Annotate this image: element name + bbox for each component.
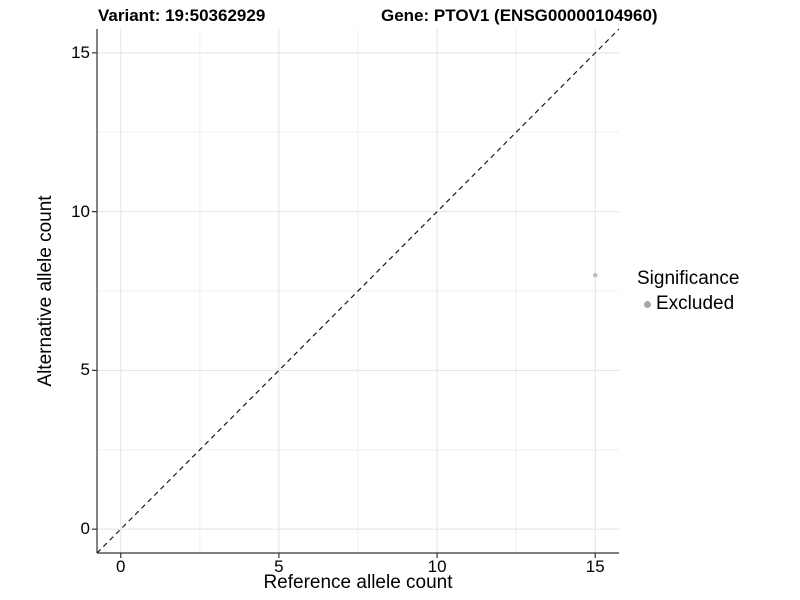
y-tick-label: 0 [80, 519, 90, 539]
y-axis-title: Alternative allele count [35, 195, 56, 387]
data-point [592, 272, 598, 278]
x-tick-label: 15 [585, 557, 605, 576]
legend-title: Significance [637, 268, 740, 289]
legend: Significance Excluded [637, 268, 739, 315]
x-tick-label: 0 [115, 557, 126, 576]
legend-key-dot-icon [644, 300, 651, 308]
legend-item-label: Excluded [656, 293, 735, 314]
plot-title-variant: Variant: 19:50362929 [98, 6, 266, 25]
y-tick-label: 10 [71, 201, 90, 221]
x-tick-label: 10 [427, 557, 447, 576]
legend-item: Excluded [637, 293, 739, 315]
y-tick-label: 5 [80, 360, 90, 380]
legend-items: Excluded [637, 293, 739, 315]
x-tick-label: 5 [274, 557, 284, 576]
identity-line [96, 28, 620, 554]
x-axis-title: Reference allele count [263, 572, 453, 593]
plot-title-gene: Gene: PTOV1 (ENSG00000104960) [381, 6, 658, 25]
y-tick-label: 15 [71, 42, 90, 62]
